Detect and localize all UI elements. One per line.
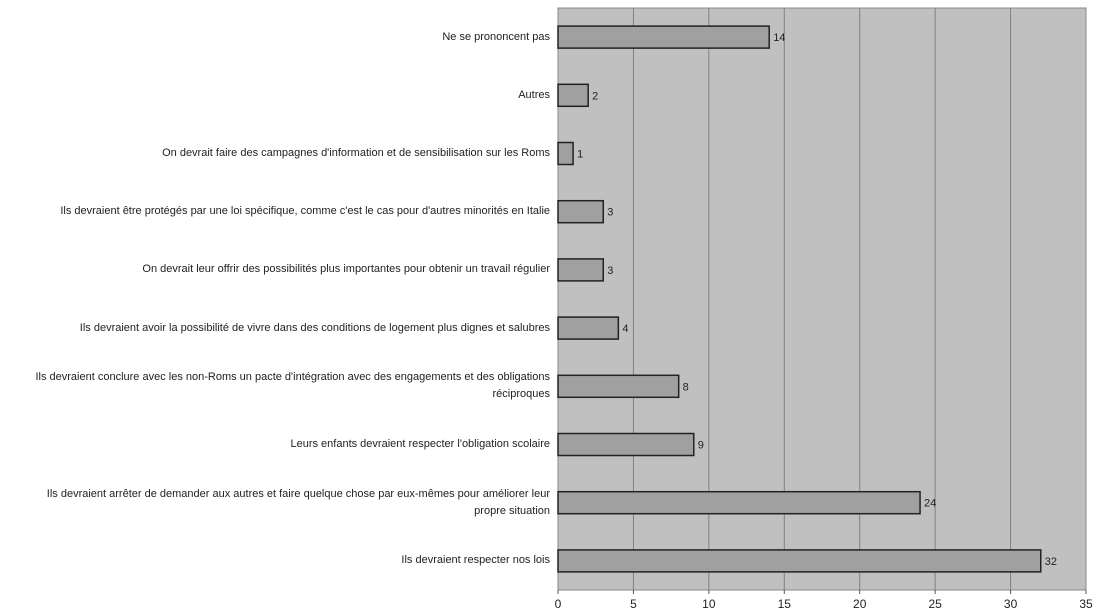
x-tick-label: 15 xyxy=(778,597,792,611)
x-tick-label: 25 xyxy=(928,597,942,611)
value-label: 2 xyxy=(592,90,598,102)
x-tick-label: 0 xyxy=(555,597,562,611)
bar xyxy=(557,258,605,282)
x-axis-ticks: 0 5 10 15 20 25 30 35 xyxy=(555,590,1093,611)
category-label: Ils devraient avoir la possibilité de vi… xyxy=(79,321,550,334)
category-label: Ils devraient conclure avec les non-Roms… xyxy=(35,371,550,401)
bar xyxy=(557,374,680,399)
x-tick-label: 30 xyxy=(1004,597,1018,611)
value-label: 1 xyxy=(577,149,583,161)
category-label: Ils devraient être protégés par une loi … xyxy=(60,205,550,218)
x-tick-label: 10 xyxy=(702,597,716,611)
x-tick-label: 35 xyxy=(1079,597,1093,611)
x-tick-label: 5 xyxy=(630,597,637,611)
category-label: Leurs enfants devraient respecter l'obli… xyxy=(290,438,550,450)
bar xyxy=(557,141,574,166)
bar xyxy=(557,316,620,340)
value-label: 14 xyxy=(773,32,785,44)
bar xyxy=(557,83,589,108)
bar xyxy=(557,490,921,515)
category-label: On devrait faire des campagnes d'informa… xyxy=(162,147,550,159)
value-label: 9 xyxy=(698,440,704,452)
category-label: Ils devraient arrêter de demander aux au… xyxy=(46,487,550,517)
category-label: Ils devraient respecter nos lois xyxy=(401,554,550,567)
category-label: Autres xyxy=(518,88,550,101)
value-label: 32 xyxy=(1045,556,1057,568)
bar xyxy=(557,432,695,457)
value-label: 24 xyxy=(924,498,936,510)
value-label: 3 xyxy=(607,265,613,277)
value-labels: 14 2 1 3 3 4 8 9 24 32 xyxy=(577,32,1057,568)
bar xyxy=(557,549,1042,573)
category-label: Ne se prononcent pas xyxy=(442,30,550,43)
category-label: On devrait leur offrir des possibilités … xyxy=(142,263,550,276)
x-tick-label: 20 xyxy=(853,597,867,611)
bars xyxy=(557,25,1042,573)
value-label: 8 xyxy=(683,381,689,393)
bar xyxy=(557,25,770,49)
bar xyxy=(557,199,605,224)
value-label: 3 xyxy=(607,207,613,219)
value-label: 4 xyxy=(622,323,628,335)
